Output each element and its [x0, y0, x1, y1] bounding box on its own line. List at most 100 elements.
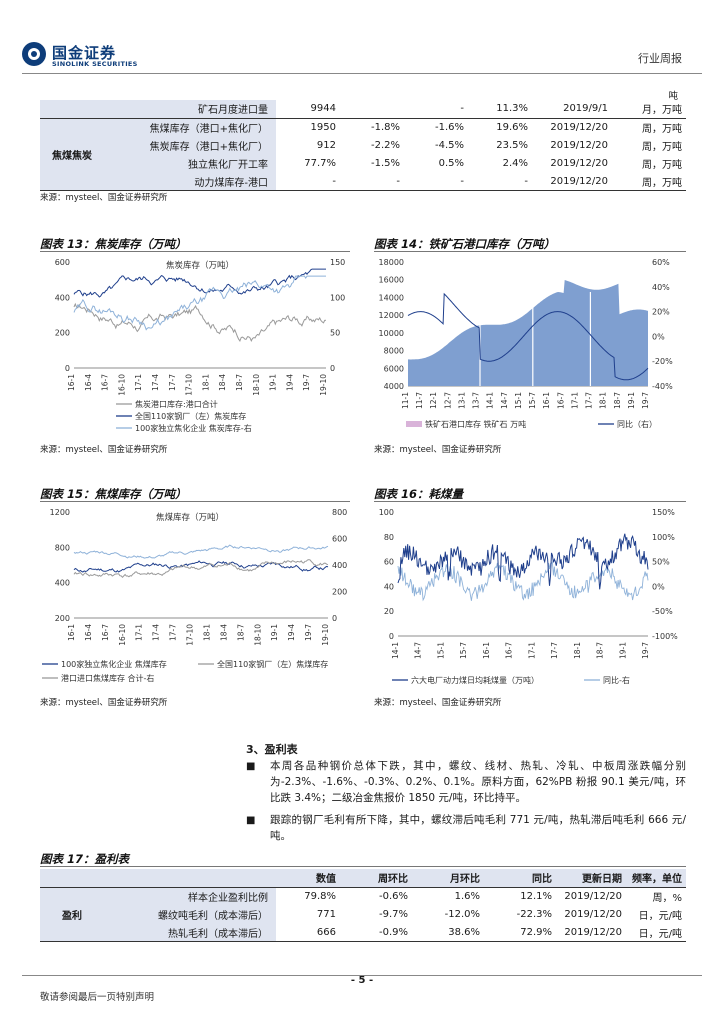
x-tick: 13-7 [472, 392, 481, 409]
cell-value: 77.7% [304, 157, 336, 169]
y-tick-left: 600 [55, 258, 70, 267]
cell-value: 771 [316, 908, 336, 920]
series-110 [73, 268, 326, 298]
fig15-chart: 焦煤库存（万吨） 1200 800 400 200 800 600 400 200 0 16-1 16… [42, 508, 347, 683]
legend-label: 同比（右） [617, 419, 657, 429]
cell-mom: -12.0% [444, 908, 480, 920]
x-tick: 19-1 [627, 392, 636, 409]
y-tick-left: 0 [65, 364, 70, 373]
fig14-divider [374, 251, 686, 252]
x-tick: 18-4 [218, 374, 227, 391]
section3-title: 3、盈利表 [246, 743, 298, 756]
x-tick: 19-1 [269, 374, 278, 391]
y-tick-left: 6000 [384, 364, 404, 373]
legend-swatch [406, 421, 422, 427]
cell-unit: 周，万吨 [642, 159, 682, 171]
x-tick: 18-7 [613, 392, 622, 409]
cell-unit: 周，% [652, 892, 682, 904]
fig15-source: 来源：mysteel、国金证券研究所 [40, 698, 168, 708]
y-tick-left: 800 [55, 543, 70, 552]
x-tick: 18-1 [599, 392, 608, 409]
column-header: 频率，单位 [626, 869, 686, 887]
legend-label: 100家独立焦化企业 焦煤库存 [61, 659, 167, 669]
row-label: 热轧毛利（成本滞后） [104, 923, 276, 941]
cell-wow: -9.7% [378, 908, 408, 920]
fig13-divider [40, 251, 350, 252]
y-tick-right: 150 [330, 258, 345, 267]
column-header: 周环比 [340, 869, 412, 887]
x-tick: 19-4 [287, 624, 296, 641]
y-tick-left: 200 [55, 329, 70, 338]
fig16-chart: 100 80 60 40 20 0 150% 100% 50% 0% -50% -100% 14-1 14… [379, 508, 678, 685]
logo-icon [22, 42, 46, 66]
cell-wow: -0.9% [378, 926, 408, 938]
series-110-mills [73, 559, 329, 579]
chart-inner-title: 焦炭库存（万吨） [166, 260, 234, 271]
y-tick-left: 12000 [379, 311, 404, 320]
cell-yoy: 19.6% [496, 121, 528, 133]
cell-wow [340, 100, 404, 118]
series-area-inventory [408, 280, 648, 386]
x-tick: 17-1 [135, 624, 144, 641]
legend-label: 同比-右 [603, 675, 630, 685]
y-tick-right: 20% [652, 308, 670, 317]
series-port-right [73, 544, 329, 559]
x-tick: 17-4 [152, 624, 161, 641]
x-tick: 17-1 [527, 642, 536, 659]
bullet-icon: ■ [246, 815, 256, 826]
cell-value: 912 [316, 139, 336, 151]
x-tick: 19-7 [641, 642, 650, 659]
table-row: 盈利 样本企业盈利比例 79.8% -0.6% 1.6% 12.1% 2019/12/20 周… [40, 887, 686, 941]
cell-yoy: -22.3% [516, 908, 552, 920]
x-tick: 18-7 [235, 374, 244, 391]
column-header: 同比 [484, 869, 556, 887]
cell-value: 79.8% [304, 890, 336, 902]
top-table: 吨 矿石月度进口量 9944 - 11.3% 2019/9/1 月，万吨 焦煤焦炭 焦煤库存（… [40, 88, 686, 191]
column-header: 数值 [276, 869, 340, 887]
x-tick: 17-7 [169, 624, 178, 641]
header-empty [104, 869, 276, 887]
top-table-source: 来源：mysteel、国金证券研究所 [40, 193, 168, 203]
x-tick: 14-1 [391, 642, 400, 659]
x-tick: 15-7 [528, 392, 537, 409]
y-tick-left: 0 [389, 632, 394, 641]
fig17-divider [40, 866, 686, 867]
cell-unit: 日，元/吨 [638, 928, 682, 940]
row-label: 焦炭库存（港口+焦化厂） [104, 136, 276, 154]
x-tick: 13-1 [457, 392, 466, 409]
cell-date: 2019/9/1 [563, 103, 608, 115]
column-header: 更新日期 [556, 869, 626, 887]
y-tick-left: 40 [384, 582, 394, 591]
y-tick-right: 100 [330, 293, 345, 302]
x-tick: 16-7 [101, 624, 110, 641]
disclaimer: 敬请参阅最后一页特别声明 [40, 992, 155, 1003]
table-row: 热轧毛利（成本滞后） 666 -0.9% 38.6% 72.9% 2019/12/20 日，… [40, 923, 686, 941]
fig13-title: 图表 13：焦炭库存（万吨） [40, 237, 187, 251]
fig17-title: 图表 17：盈利表 [40, 852, 130, 866]
fig16-source: 来源：mysteel、国金证券研究所 [374, 698, 502, 708]
cell-mom: - [460, 103, 464, 115]
cell-date: 2019/12/20 [564, 908, 622, 920]
y-tick-left: 4000 [384, 382, 404, 391]
profit-table: 数值 周环比 月环比 同比 更新日期 频率，单位 盈利 样本企业盈利比例 79.8% -0.6% 1… [40, 869, 686, 942]
legend-label: 100家独立焦化企业 焦炭库存-右 [135, 423, 252, 433]
x-tick: 14-1 [486, 392, 495, 409]
x-tick: 14-7 [414, 642, 423, 659]
x-tick: 12-7 [443, 392, 452, 409]
table-row: 焦炭库存（港口+焦化厂） 912 -2.2% -4.5% 23.5% 2019/12/20… [40, 136, 686, 154]
y-tick-right: 60% [652, 258, 670, 267]
fig14-source: 来源：mysteel、国金证券研究所 [374, 445, 502, 455]
cell-value: - [332, 175, 336, 187]
x-tick: 16-1 [482, 642, 491, 659]
y-tick-left: 80 [384, 533, 394, 542]
cell-date: 2019/12/20 [564, 890, 622, 902]
x-tick: 17-4 [151, 374, 160, 391]
x-tick: 11-1 [401, 392, 410, 409]
y-tick-right: 150% [652, 508, 675, 517]
x-tick: 17-7 [168, 374, 177, 391]
y-tick-right: 600 [332, 535, 347, 544]
legend-label: 港口进口焦煤库存 合计-右 [61, 673, 154, 683]
fig13-source: 来源：mysteel、国金证券研究所 [40, 445, 168, 455]
cell-value: 666 [316, 926, 336, 938]
